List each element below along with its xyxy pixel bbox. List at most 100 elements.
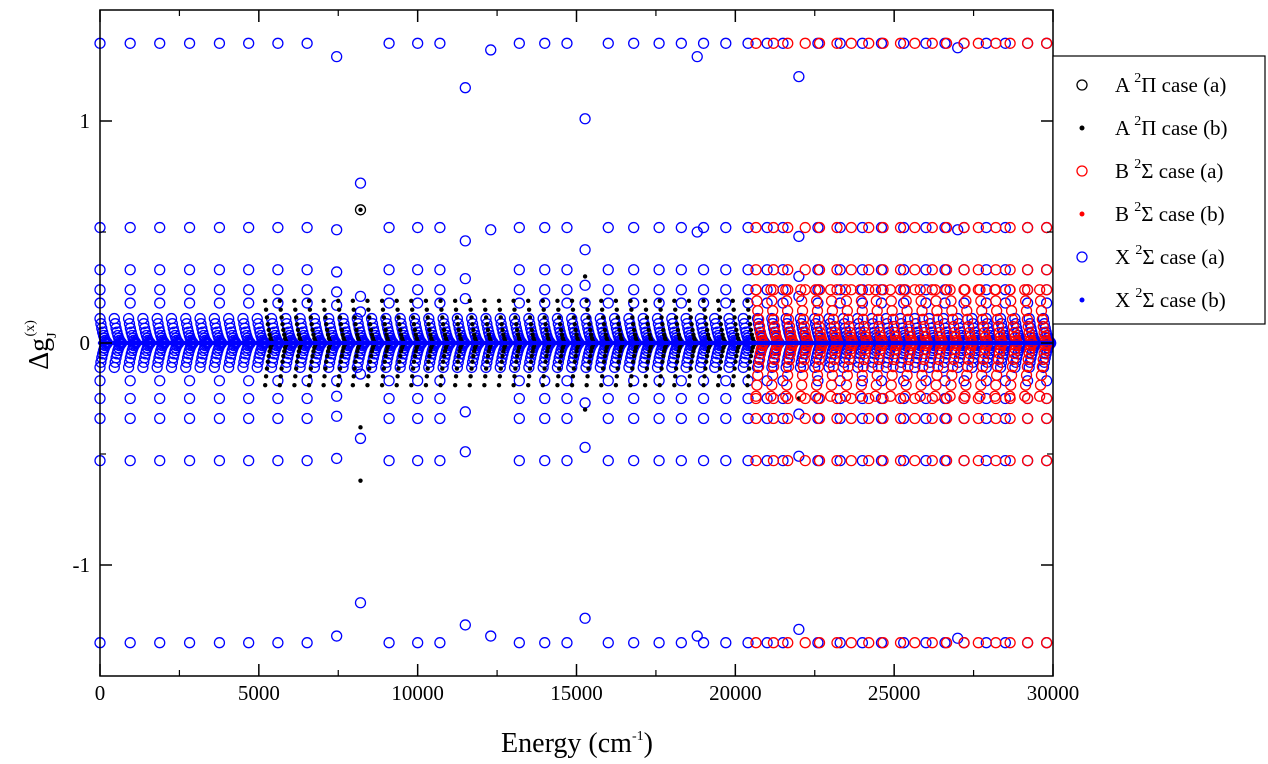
a-pi-b-point — [659, 366, 664, 371]
a-pi-b-point — [645, 322, 650, 327]
x-sigma-a-point — [152, 356, 164, 368]
a-pi-b-point — [734, 353, 739, 359]
a-pi-b-point — [646, 327, 651, 333]
a-pi-b-point — [423, 382, 429, 388]
b-sigma-a-point — [990, 369, 1003, 381]
x-sigma-a-point — [561, 412, 573, 425]
a-pi-b-point — [501, 349, 506, 354]
b-sigma-a-point — [827, 361, 839, 373]
x-sigma-a-point — [434, 221, 446, 234]
legend: A 2Π case (a) A 2Π case (b) B 2Σ case (a) B… — [1052, 55, 1266, 325]
a-pi-b-point — [527, 366, 533, 371]
x-sigma-a-point — [602, 637, 614, 649]
b-sigma-a-point — [909, 637, 921, 649]
x-sigma-a-point — [331, 630, 343, 642]
x-sigma-a-point — [653, 264, 665, 276]
x-sigma-a-point — [154, 284, 166, 296]
x-sigma-a-point — [301, 221, 313, 234]
a-pi-b-point — [294, 359, 300, 364]
b-sigma-a-point — [796, 369, 809, 381]
a-pi-b-point — [307, 374, 313, 379]
a-pi-b-point — [485, 327, 491, 333]
b-sigma-a-point — [885, 379, 897, 391]
x-sigma-a-point — [898, 637, 910, 649]
a-pi-b-point — [530, 332, 535, 337]
a-pi-b-point — [485, 353, 491, 359]
b-sigma-a-point — [926, 412, 938, 425]
a-pi-b-point — [658, 374, 663, 379]
a-pi-b-point — [455, 322, 461, 327]
a-pi-b-point — [306, 382, 312, 388]
a-pi-b-point — [747, 322, 753, 327]
x-sigma-a-point — [793, 70, 805, 83]
x-sigma-a-point — [354, 368, 367, 380]
a-pi-b-point — [483, 315, 489, 320]
x-tick-label: 25000 — [868, 681, 921, 705]
x-sigma-a-point — [213, 637, 226, 649]
x-sigma-a-point — [898, 264, 910, 276]
a-pi-b-point — [496, 298, 502, 304]
x-sigma-a-point — [243, 221, 255, 234]
a-pi-b-point — [704, 322, 709, 327]
a-pi-b-point — [588, 327, 593, 333]
a-pi-b-point — [394, 298, 399, 304]
x-sigma-a-point — [761, 455, 773, 467]
x-sigma-a-point — [272, 392, 284, 405]
b-sigma-a-point — [843, 320, 855, 333]
a-pi-b-point — [642, 382, 648, 388]
b-sigma-a-point — [840, 295, 853, 307]
x-sigma-a-point — [653, 221, 665, 234]
a-pi-b-point — [557, 359, 563, 364]
x-sigma-a-point — [124, 297, 136, 309]
b-sigma-a-point — [1035, 369, 1048, 381]
a-pi-b-point — [545, 349, 550, 354]
a-pi-b-point — [413, 332, 418, 337]
a-pi-b-point — [398, 353, 403, 359]
x-tick-label: 20000 — [709, 681, 762, 705]
a-pi-b-point — [555, 382, 560, 388]
b-sigma-a-point — [1040, 455, 1053, 467]
x-sigma-a-point — [628, 375, 640, 387]
b-sigma-a-point — [857, 361, 869, 373]
x-sigma-a-point — [252, 356, 264, 368]
a-pi-b-point — [657, 382, 662, 388]
a-pi-b-point — [262, 298, 268, 304]
x-sigma-a-point — [920, 455, 932, 467]
a-pi-b-point — [672, 298, 677, 304]
x-sigma-a-point — [539, 37, 551, 49]
b-sigma-a-point — [831, 392, 843, 405]
x-sigma-a-point — [354, 597, 367, 609]
a-pi-b-point — [530, 349, 535, 354]
a-pi-b-point — [632, 349, 638, 354]
x-sigma-a-point — [124, 37, 136, 49]
b-sigma-a-point — [930, 379, 942, 391]
a-pi-b-point — [264, 366, 270, 371]
a-pi-b-point — [527, 315, 533, 320]
a-pi-b-point — [541, 374, 546, 379]
x-sigma-a-point — [166, 356, 179, 368]
x-sigma-a-point — [513, 375, 525, 387]
a-pi-b-point — [569, 382, 575, 388]
a-pi-b-point — [428, 349, 433, 354]
a-pi-b-point — [413, 349, 418, 354]
x-sigma-a-point — [459, 82, 471, 94]
b-sigma-a-point — [799, 392, 811, 405]
a-pi-b-point — [702, 307, 707, 312]
b-sigma-a-point — [909, 412, 921, 425]
b-sigma-a-point — [798, 353, 810, 366]
a-pi-b-point — [281, 327, 286, 333]
x-sigma-a-point — [331, 390, 343, 402]
b-sigma-a-point — [926, 221, 938, 234]
b-sigma-a-point — [1006, 361, 1019, 373]
a-pi-b-point — [705, 349, 711, 354]
a-pi-b-point — [542, 366, 547, 371]
a-pi-b-point — [732, 315, 737, 320]
b-sigma-a-point — [916, 305, 928, 317]
a-pi-b-point — [379, 382, 385, 388]
a-pi-b-point — [486, 349, 492, 354]
a-pi-b-point — [467, 298, 472, 304]
b-sigma-a-point — [1037, 353, 1049, 366]
x-sigma-a-point — [154, 637, 166, 649]
x-sigma-a-point — [383, 455, 395, 467]
x-sigma-a-point — [834, 37, 846, 49]
